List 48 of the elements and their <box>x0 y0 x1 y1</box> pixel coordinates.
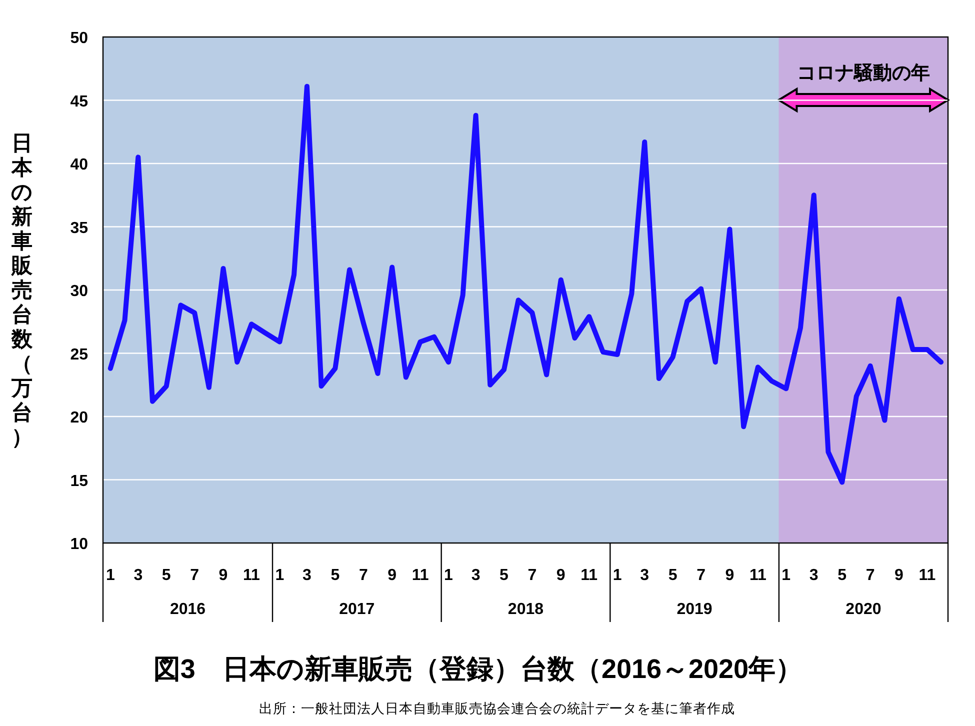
x-tick-label: 1 <box>444 567 454 584</box>
x-tick-label: 5 <box>330 567 340 584</box>
y-tick-label: 45 <box>70 93 88 110</box>
x-tick-label: 1 <box>106 567 115 584</box>
y-tick-label: 10 <box>70 536 88 553</box>
x-tick-label: 11 <box>243 567 260 584</box>
text: 2016 <box>170 601 206 618</box>
text: 2019 <box>676 601 712 618</box>
y-tick-label: 20 <box>70 410 88 426</box>
x-tick-label: 5 <box>162 567 171 584</box>
band-label: コロナ騒動の年 <box>796 63 930 84</box>
x-tick-label: 1 <box>782 567 791 584</box>
text: 2020 <box>846 601 882 618</box>
x-tick-label: 11 <box>412 567 429 584</box>
x-tick-label: 9 <box>388 567 397 584</box>
text: 図3 日本の新車販売（登録）台数（2016～2020年） <box>153 654 803 684</box>
x-tick-label: 3 <box>134 567 143 584</box>
x-tick-label: 7 <box>866 567 875 584</box>
y-tick-label: 30 <box>70 283 88 300</box>
x-tick-label: 5 <box>500 567 509 584</box>
y-tick-label: 25 <box>70 346 88 364</box>
x-tick-label: 9 <box>894 567 904 584</box>
text: 2018 <box>508 601 544 618</box>
x-tick-label: 7 <box>528 567 537 584</box>
text: 出所：一般社団法人日本自動車販売協会連合会の統計データを基に筆者作成 <box>259 701 735 716</box>
x-tick-label: 9 <box>218 567 228 584</box>
x-tick-label: 7 <box>358 567 368 584</box>
y-tick-label: 40 <box>70 156 88 174</box>
x-tick-label: 5 <box>838 567 847 584</box>
x-tick-label: 11 <box>918 567 936 584</box>
x-tick-label: 11 <box>749 567 766 584</box>
x-tick-label: 9 <box>556 567 566 584</box>
x-tick-label: 1 <box>275 567 284 584</box>
x-tick-label: 9 <box>725 567 734 584</box>
x-tick-label: 3 <box>640 567 650 584</box>
y-tick-label: 15 <box>70 472 88 490</box>
y-tick-label: 50 <box>70 30 88 47</box>
text: 2017 <box>339 601 375 618</box>
x-tick-label: 3 <box>809 567 818 584</box>
y-tick-label: 35 <box>70 220 88 237</box>
x-tick-label: 11 <box>580 567 598 584</box>
x-tick-label: 7 <box>190 567 200 584</box>
x-tick-label: 3 <box>302 567 312 584</box>
x-tick-label: 7 <box>696 567 706 584</box>
x-tick-label: 5 <box>668 567 678 584</box>
text: 日本の新車販売台数（万台） <box>11 132 33 449</box>
x-tick-label: 3 <box>471 567 480 584</box>
x-tick-label: 1 <box>612 567 622 584</box>
